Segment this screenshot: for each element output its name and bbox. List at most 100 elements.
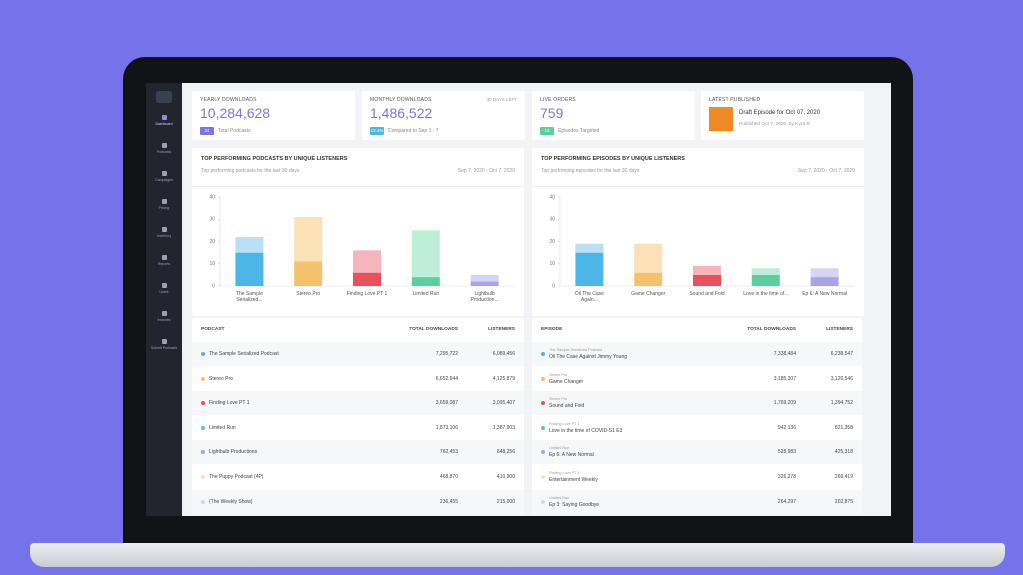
table-row[interactable]: Finding Love PT 1 Entertainment Weekly 326… <box>532 465 862 489</box>
nav-icon <box>161 199 167 204</box>
downloads: 468,870 <box>439 474 458 480</box>
episode-name: Love in the time of COVID-S1 E3 <box>549 427 623 434</box>
podcast-name: Finding Love PT 1 <box>549 471 580 475</box>
row-dot <box>201 499 205 504</box>
row-dot <box>541 425 545 430</box>
episode-name: Ep 6: A New Normal <box>549 452 594 459</box>
episode-name: Game Changer <box>549 378 584 385</box>
row-dot <box>541 450 545 455</box>
card-value: 1,486,522 <box>370 105 433 121</box>
x-tick-label: The Sample Serialized... <box>235 291 263 303</box>
chart-title: TOP PERFORMING PODCASTS BY UNIQUE LISTEN… <box>201 156 348 162</box>
downloads: 326,278 <box>777 474 796 480</box>
table-row[interactable]: The Sample Serialized Podcast Oil The Cas… <box>532 342 862 366</box>
nav-icon <box>161 143 167 148</box>
table-row[interactable]: Lightbulb Productions 762,453 648,256 <box>192 440 524 465</box>
chart-panel: TOP PERFORMING EPISODES BY UNIQUE LISTEN… <box>532 148 864 316</box>
nav-item[interactable]: Invoices <box>146 311 182 322</box>
table-row[interactable]: Limited Run Ep 3: Saying Goodbye 264,297 20… <box>532 489 862 514</box>
card-badge: 13 <box>540 127 554 135</box>
y-tick-label: 0 <box>212 283 215 289</box>
x-tick-label: Sound and Fold <box>689 291 725 297</box>
listeners: 648,256 <box>496 449 515 456</box>
nav-item[interactable]: Users <box>146 283 182 294</box>
bar-segment <box>470 274 499 282</box>
table-row[interactable]: Stereo Pro Game Changer 3,185,307 3,120,546 <box>532 366 862 391</box>
y-tick-label: 30 <box>549 217 555 223</box>
divider <box>192 186 524 187</box>
column-header: TOTAL DOWNLOADS <box>747 327 796 332</box>
x-tick-label: Finding Love PT 1 <box>346 291 388 297</box>
row-dot <box>201 450 205 455</box>
card-tag: 30 DAYS LEFT <box>486 97 517 102</box>
y-tick-label: 0 <box>552 283 555 289</box>
table-row[interactable]: Finding Love PT 1 3,659,087 3,095,407 <box>192 391 524 416</box>
nav-item[interactable]: Dashboard <box>146 115 182 126</box>
downloads: 1,873,106 <box>435 424 458 431</box>
listeners: 4,125,879 <box>492 375 515 382</box>
card-label: LATEST PUBLISHED <box>709 97 761 103</box>
bar-segment <box>235 252 264 286</box>
nav-icon <box>161 311 167 316</box>
row-dot <box>201 401 205 406</box>
y-tick-label: 20 <box>549 239 555 245</box>
nav-item[interactable]: Inventory <box>146 227 182 238</box>
downloads: 3,185,307 <box>773 375 796 382</box>
y-tick-label: 40 <box>209 194 215 200</box>
card-label: YEARLY DOWNLOADS <box>200 97 257 103</box>
row-dot <box>541 401 545 406</box>
bar-segment <box>693 265 721 275</box>
nav-item[interactable]: Podcasts <box>146 143 182 154</box>
nav-icon <box>161 115 167 120</box>
card-badge: 24 <box>200 127 214 135</box>
table-row[interactable]: The Puppy Podcast (4P) 468,870 410,900 <box>192 465 524 489</box>
stat-card: YEARLY DOWNLOADS 10,284,628 24 Total Podcas… <box>192 91 355 140</box>
listeners: 266,419 <box>834 474 853 480</box>
stat-card: MONTHLY DOWNLOADS 30 DAYS LEFT 1,486,522 13… <box>362 91 525 140</box>
table-row[interactable]: The Sample Serialized Podcast 7,295,722 6,… <box>192 342 524 366</box>
listeners: 6,089,456 <box>492 351 515 357</box>
downloads: 7,338,484 <box>773 351 796 357</box>
listeners: 3,095,407 <box>492 400 515 407</box>
nav-item[interactable]: Reports <box>146 255 182 266</box>
table-row[interactable]: Stereo Pro Sound and Fold 1,769,209 1,394,7… <box>532 391 862 416</box>
table-row[interactable]: Limited Run Ep 6: A New Normal 528,983 425,… <box>532 440 862 465</box>
bar-segment <box>353 272 381 286</box>
card-note: Total Podcasts <box>218 128 251 134</box>
screen: Dashboard Podcasts Campaigns Pricing Invento… <box>146 83 891 516</box>
listeners: 3,120,546 <box>830 375 853 382</box>
table-row[interactable]: Limited Run 1,873,106 1,387,903 <box>192 415 524 440</box>
bar-segment <box>575 243 604 253</box>
nav-label: Podcasts <box>156 150 172 154</box>
nav-icon <box>161 227 167 232</box>
episode-name: Sound and Fold <box>549 403 585 410</box>
table-panel: PODCAST TOTAL DOWNLOADS LISTENERS The Sampl… <box>192 318 524 514</box>
nav-item[interactable]: Submit Podcasts <box>146 339 182 350</box>
episode-name: Ep 3: Saying Goodbye <box>549 501 600 508</box>
listeners: 1,387,903 <box>492 424 515 431</box>
downloads: 7,295,722 <box>435 351 458 357</box>
y-tick-label: 30 <box>209 217 215 223</box>
nav-label: Submit Podcasts <box>150 346 178 350</box>
x-tick-label: Game Changer <box>631 291 666 297</box>
y-tick-label: 20 <box>209 239 215 245</box>
bar-segment <box>751 274 780 286</box>
date-range: Sep 7, 2020 - Oct 7, 2020 <box>457 168 515 174</box>
column-header: TOTAL DOWNLOADS <box>409 327 458 332</box>
bar-segment <box>634 243 663 273</box>
nav-item[interactable]: Pricing <box>146 199 182 210</box>
x-tick-label: Limited Run <box>412 291 440 297</box>
bar-segment <box>751 268 780 275</box>
thumbnail <box>709 107 733 131</box>
podcast-name: Stereo Pro <box>549 372 568 377</box>
nav-item[interactable]: Campaigns <box>146 171 182 182</box>
downloads: 236,455 <box>439 498 458 505</box>
table-row[interactable]: Stereo Pro 6,652,644 4,125,879 <box>192 366 524 391</box>
column-header: PODCAST <box>201 327 225 332</box>
table-row[interactable]: (The Weekly Show) 236,455 215,000 <box>192 489 524 514</box>
stat-card: LIVE ORDERS 759 13 Episodes Targeted <box>532 91 695 140</box>
date-range: Sep 7, 2020 - Oct 7, 2020 <box>797 168 855 174</box>
table-row[interactable]: Finding Love PT 1 Love in the time of COV… <box>532 415 862 440</box>
chart-title: TOP PERFORMING EPISODES BY UNIQUE LISTEN… <box>541 156 685 162</box>
